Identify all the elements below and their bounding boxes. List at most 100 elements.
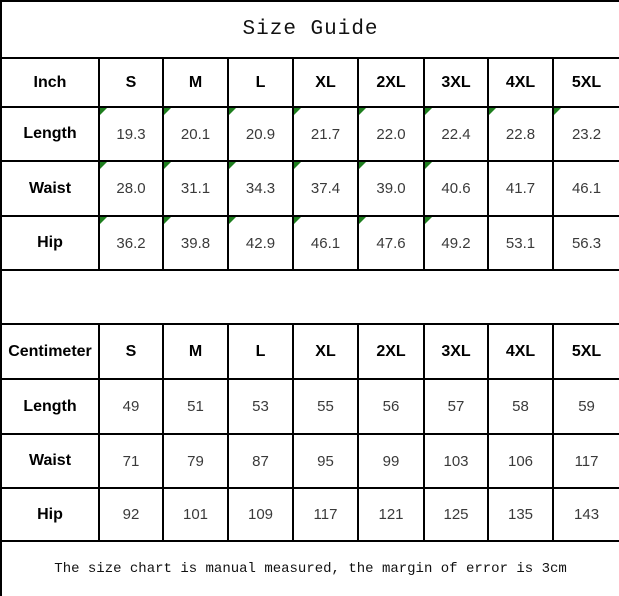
measurement-value: 121 xyxy=(378,506,404,523)
size-col-header-5xl: 5XL xyxy=(551,57,619,108)
measurement-value: 20.1 xyxy=(180,125,211,143)
green-corner-marker xyxy=(101,109,107,115)
measurement-value: 28.0 xyxy=(116,180,146,197)
measurement-cell: 42.9 xyxy=(227,215,294,271)
measurement-cell: 92 xyxy=(98,487,164,542)
inch-waist-row: Waist 28.0 31.1 34.3 37.4 39.0 40.6 41.7… xyxy=(0,160,619,217)
measurement-value: 46.1 xyxy=(571,180,602,197)
size-col-header-s: S xyxy=(98,57,164,108)
measurement-value: 143 xyxy=(574,506,600,523)
green-corner-marker xyxy=(360,163,366,169)
measurement-value: 71 xyxy=(122,452,140,470)
footer-row: The size chart is manual measured, the m… xyxy=(0,540,619,596)
measurement-value: 53 xyxy=(252,398,269,415)
unit-header-centimeter: Centimeter xyxy=(0,323,100,380)
cm-hip-row: Hip 92 101 109 117 121 125 135 143 xyxy=(0,487,619,542)
size-col-header-m: M xyxy=(162,323,229,380)
measurement-value: 31.1 xyxy=(180,180,211,197)
row-label-length: Length xyxy=(0,378,100,435)
measurement-cell: 117 xyxy=(292,487,359,542)
measurement-cell: 41.7 xyxy=(487,160,554,217)
measurement-cell: 56 xyxy=(357,378,425,435)
green-corner-marker xyxy=(360,218,366,224)
size-col-header-l: L xyxy=(227,57,294,108)
size-col-header-5xl: 5XL xyxy=(551,323,619,380)
measurement-value: 117 xyxy=(313,506,338,523)
measurement-cell: 22.0 xyxy=(357,106,425,162)
measurement-value: 22.0 xyxy=(376,125,406,143)
green-corner-marker xyxy=(230,163,236,169)
measurement-cell: 53 xyxy=(227,378,294,435)
green-corner-marker xyxy=(490,109,496,115)
measurement-value: 125 xyxy=(443,506,469,523)
green-corner-marker xyxy=(295,109,301,115)
measurement-value: 19.3 xyxy=(116,125,146,143)
size-col-header-3xl: 3XL xyxy=(423,57,489,108)
measurement-cell: 101 xyxy=(162,487,229,542)
size-col-header-3xl: 3XL xyxy=(423,323,489,380)
measurement-cell: 20.9 xyxy=(227,106,294,162)
measurement-cell: 22.8 xyxy=(487,106,554,162)
measurement-cell: 22.4 xyxy=(423,106,489,162)
measurement-value: 21.7 xyxy=(310,125,341,143)
measurement-cell: 109 xyxy=(227,487,294,542)
measurement-cell: 103 xyxy=(423,433,489,489)
inch-hip-row: Hip 36.2 39.8 42.9 46.1 47.6 49.2 53.1 5… xyxy=(0,215,619,271)
green-corner-marker xyxy=(230,218,236,224)
measurement-value: 106 xyxy=(507,452,534,470)
green-corner-marker xyxy=(295,163,301,169)
cm-header-row: Centimeter S M L XL 2XL 3XL 4XL 5XL xyxy=(0,323,619,380)
measurement-cell: 59 xyxy=(551,378,619,435)
measurement-value: 58 xyxy=(512,398,529,415)
measurement-value: 22.4 xyxy=(441,125,471,143)
measurement-cell: 20.1 xyxy=(162,106,229,162)
measurement-value: 23.2 xyxy=(571,125,602,143)
spacer-row xyxy=(0,269,619,325)
measurement-cell: 31.1 xyxy=(162,160,229,217)
green-corner-marker xyxy=(426,163,432,169)
measurement-cell: 121 xyxy=(357,487,425,542)
measurement-cell: 51 xyxy=(162,378,229,435)
green-corner-marker xyxy=(230,109,236,115)
measurement-cell: 34.3 xyxy=(227,160,294,217)
measurement-value: 34.3 xyxy=(245,180,276,197)
row-label-hip: Hip xyxy=(0,215,100,271)
row-label-waist: Waist xyxy=(0,160,100,217)
cm-waist-row: Waist 71 79 87 95 99 103 106 117 xyxy=(0,433,619,489)
green-corner-marker xyxy=(555,109,561,115)
size-col-header-2xl: 2XL xyxy=(357,57,425,108)
measurement-value: 79 xyxy=(187,452,204,470)
measurement-cell: 19.3 xyxy=(98,106,164,162)
measurement-value: 56 xyxy=(382,398,400,415)
measurement-value: 103 xyxy=(443,452,469,470)
row-label-hip: Hip xyxy=(0,487,100,542)
measurement-cell: 53.1 xyxy=(487,215,554,271)
green-corner-marker xyxy=(101,218,107,224)
measurement-value: 56.3 xyxy=(571,234,602,252)
inch-length-row: Length 19.3 20.1 20.9 21.7 22.0 22.4 22.… xyxy=(0,106,619,162)
green-corner-marker xyxy=(165,218,171,224)
green-corner-marker xyxy=(426,218,432,224)
measurement-cell: 37.4 xyxy=(292,160,359,217)
measurement-value: 42.9 xyxy=(245,234,276,252)
measurement-value: 51 xyxy=(187,398,204,415)
row-label-length: Length xyxy=(0,106,100,162)
row-label-waist: Waist xyxy=(0,433,100,489)
measurement-cell: 106 xyxy=(487,433,554,489)
measurement-value: 39.0 xyxy=(376,180,406,197)
measurement-cell: 23.2 xyxy=(551,106,619,162)
table-title: Size Guide xyxy=(0,0,619,59)
size-col-header-4xl: 4XL xyxy=(487,57,554,108)
measurement-value: 135 xyxy=(507,506,534,523)
measurement-cell: 143 xyxy=(551,487,619,542)
size-col-header-xl: XL xyxy=(292,57,359,108)
measurement-cell: 56.3 xyxy=(551,215,619,271)
cm-length-row: Length 49 51 53 55 56 57 58 59 xyxy=(0,378,619,435)
size-col-header-xl: XL xyxy=(292,323,359,380)
measurement-cell: 36.2 xyxy=(98,215,164,271)
measurement-value: 49 xyxy=(122,398,140,415)
measurement-cell: 40.6 xyxy=(423,160,489,217)
measurement-value: 41.7 xyxy=(505,180,536,197)
